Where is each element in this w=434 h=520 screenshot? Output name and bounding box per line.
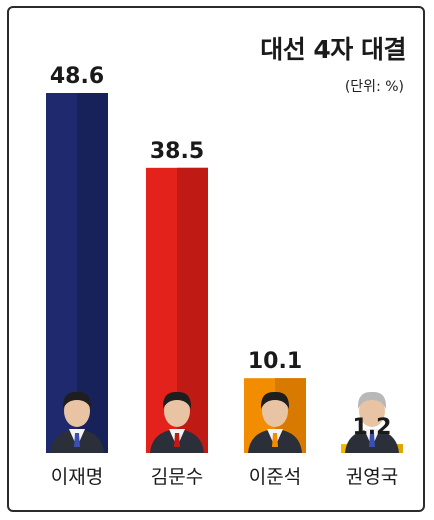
value-label-lee-jae-myung: 48.6	[50, 64, 104, 89]
candidate-photo-lee-jae-myung	[50, 391, 104, 453]
unit-label: (단위: %)	[344, 79, 404, 95]
value-label-kwon-young-kook: 1.2	[353, 415, 392, 440]
candidate-photo-kim-moon-soo	[150, 391, 204, 453]
bar-group-lee-jun-seok: 10.1 이준석	[244, 349, 306, 488]
bar-group-lee-jae-myung: 48.6 이재명	[46, 64, 108, 488]
value-label-kim-moon-soo: 38.5	[150, 139, 204, 164]
chart-title: 대선 4자 대결	[260, 35, 406, 64]
bar-group-kwon-young-kook: 1.2 권영국	[341, 391, 403, 488]
category-label-lee-jae-myung: 이재명	[51, 466, 103, 488]
category-label-kwon-young-kook: 권영국	[346, 466, 398, 488]
candidate-photo-lee-jun-seok	[248, 391, 302, 453]
candidate-photo-kwon-young-kook	[345, 391, 399, 453]
bar-group-kim-moon-soo: 38.5 김문수	[146, 139, 208, 488]
category-label-kim-moon-soo: 김문수	[151, 466, 203, 488]
category-label-lee-jun-seok: 이준석	[249, 466, 301, 488]
value-label-lee-jun-seok: 10.1	[248, 349, 302, 374]
